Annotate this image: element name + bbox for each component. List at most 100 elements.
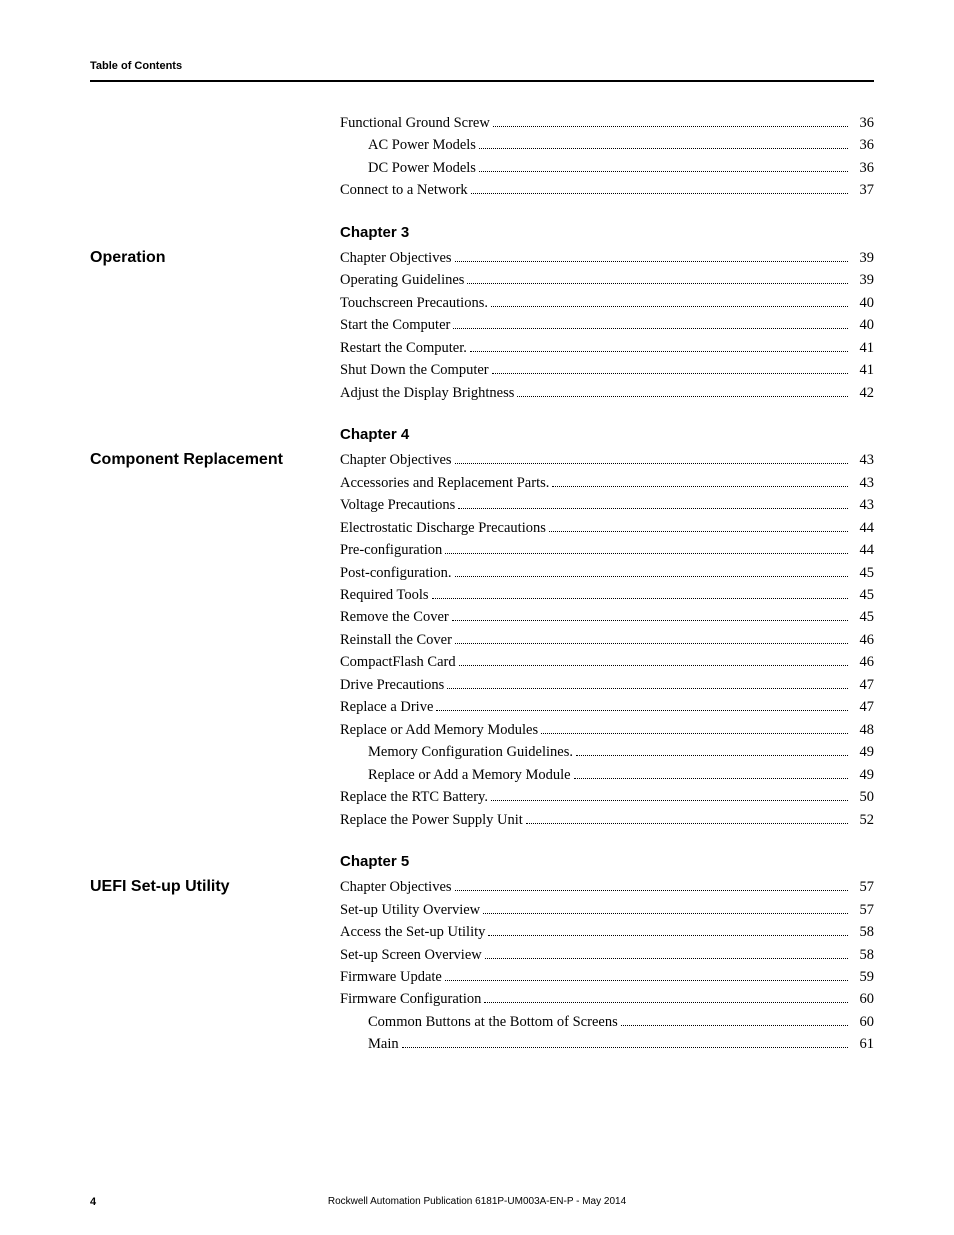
toc-entry: Remove the Cover45 [340, 606, 874, 628]
toc-entry: Restart the Computer. 41 [340, 337, 874, 359]
toc-leader [436, 710, 848, 711]
toc-leader [491, 306, 848, 307]
toc-leader [483, 913, 848, 914]
toc-entry: Firmware Configuration60 [340, 988, 874, 1010]
toc-leader [455, 261, 848, 262]
toc-leader [517, 396, 848, 397]
toc-entry-page: 36 [852, 112, 874, 134]
toc-leader [479, 148, 848, 149]
toc-entry-page: 46 [852, 629, 874, 651]
toc-entry: Adjust the Display Brightness 42 [340, 382, 874, 404]
toc-entry-title: Connect to a Network [340, 179, 468, 201]
footer: 4 Rockwell Automation Publication 6181P-… [0, 1196, 954, 1207]
toc-leader [484, 1002, 848, 1003]
toc-entry-page: 61 [852, 1033, 874, 1055]
toc-entry-page: 47 [852, 674, 874, 696]
toc-entry-page: 43 [852, 449, 874, 471]
toc-entry-title: Voltage Precautions [340, 494, 455, 516]
toc-entry: Set-up Utility Overview57 [340, 899, 874, 921]
toc-entry-title: Start the Computer [340, 314, 450, 336]
toc-entry-title: AC Power Models [368, 134, 476, 156]
toc-leader [574, 778, 848, 779]
toc-entry-title: Accessories and Replacement Parts. [340, 472, 549, 494]
toc-leader [492, 373, 848, 374]
toc-entry-title: Firmware Configuration [340, 988, 481, 1010]
toc-entry-title: Drive Precautions [340, 674, 444, 696]
toc-entry: Memory Configuration Guidelines.49 [340, 741, 874, 763]
toc-entry-page: 52 [852, 809, 874, 831]
toc-entry: Replace a Drive47 [340, 696, 874, 718]
toc-entry-title: Functional Ground Screw [340, 112, 490, 134]
toc-entry: Chapter Objectives39 [340, 247, 874, 269]
toc-entry: Pre-configuration 44 [340, 539, 874, 561]
toc-leader [491, 800, 848, 801]
toc-entry-page: 45 [852, 562, 874, 584]
toc-entry: Accessories and Replacement Parts. 43 [340, 472, 874, 494]
toc-entry-page: 41 [852, 359, 874, 381]
toc-leader [445, 980, 848, 981]
toc-entry-page: 36 [852, 134, 874, 156]
toc-entry-page: 58 [852, 944, 874, 966]
toc-leader [455, 890, 848, 891]
toc-entry-page: 57 [852, 876, 874, 898]
toc-entry-title: Shut Down the Computer [340, 359, 489, 381]
toc-leader [452, 620, 848, 621]
toc-entry-page: 44 [852, 517, 874, 539]
toc-entry-title: Replace the RTC Battery. [340, 786, 488, 808]
toc-entry: Touchscreen Precautions.40 [340, 292, 874, 314]
toc-entry: Chapter Objectives57 [340, 876, 874, 898]
toc-entry-title: Restart the Computer. [340, 337, 467, 359]
toc-entry-title: Main [368, 1033, 399, 1055]
toc-entry-page: 49 [852, 764, 874, 786]
toc-entry-page: 59 [852, 966, 874, 988]
toc-entry-page: 37 [852, 179, 874, 201]
toc-entry-page: 43 [852, 472, 874, 494]
toc-leader [455, 576, 848, 577]
toc-entry-title: Pre-configuration [340, 539, 442, 561]
toc-leader [453, 328, 848, 329]
toc-leader [485, 958, 848, 959]
footer-publication: Rockwell Automation Publication 6181P-UM… [328, 1196, 626, 1207]
toc-entry-title: Required Tools [340, 584, 429, 606]
toc-entry: Electrostatic Discharge Precautions44 [340, 517, 874, 539]
toc-entry-page: 46 [852, 651, 874, 673]
toc-entry-page: 47 [852, 696, 874, 718]
toc-entry-page: 60 [852, 1011, 874, 1033]
toc-entry: Set-up Screen Overview58 [340, 944, 874, 966]
toc-entry-page: 42 [852, 382, 874, 404]
toc-leader [493, 126, 848, 127]
toc-leader [402, 1047, 848, 1048]
toc-entry-page: 41 [852, 337, 874, 359]
toc-entry-page: 44 [852, 539, 874, 561]
toc-entry-title: CompactFlash Card [340, 651, 456, 673]
toc-leader [445, 553, 848, 554]
toc-entry: Common Buttons at the Bottom of Screens 6… [340, 1011, 874, 1033]
toc-entry-title: Adjust the Display Brightness [340, 382, 514, 404]
toc-entry-title: Reinstall the Cover [340, 629, 452, 651]
toc-leader [552, 486, 848, 487]
toc-entry-title: Chapter Objectives [340, 247, 452, 269]
toc-leader [526, 823, 848, 824]
toc-entry: Replace the RTC Battery. 50 [340, 786, 874, 808]
toc-entry-title: Chapter Objectives [340, 449, 452, 471]
toc-leader [549, 531, 848, 532]
toc-entry-page: 39 [852, 269, 874, 291]
section-heading: Component Replacement [90, 451, 283, 469]
toc-entry-page: 36 [852, 157, 874, 179]
toc-entry: DC Power Models 36 [340, 157, 874, 179]
toc-entry: CompactFlash Card 46 [340, 651, 874, 673]
toc-entry-title: Replace or Add a Memory Module [368, 764, 571, 786]
toc-entry-title: DC Power Models [368, 157, 476, 179]
toc-entry: Post-configuration.45 [340, 562, 874, 584]
toc-entry: Access the Set-up Utility58 [340, 921, 874, 943]
toc-entry-page: 45 [852, 584, 874, 606]
chapter-label: Chapter 3 [340, 224, 874, 241]
toc-entry-title: Common Buttons at the Bottom of Screens [368, 1011, 618, 1033]
toc-leader [470, 351, 848, 352]
toc-entry-title: Access the Set-up Utility [340, 921, 485, 943]
toc-entry-title: Replace the Power Supply Unit [340, 809, 523, 831]
toc-entry-title: Operating Guidelines [340, 269, 464, 291]
toc-entry-page: 57 [852, 899, 874, 921]
toc-entry-page: 50 [852, 786, 874, 808]
toc-entry-page: 43 [852, 494, 874, 516]
